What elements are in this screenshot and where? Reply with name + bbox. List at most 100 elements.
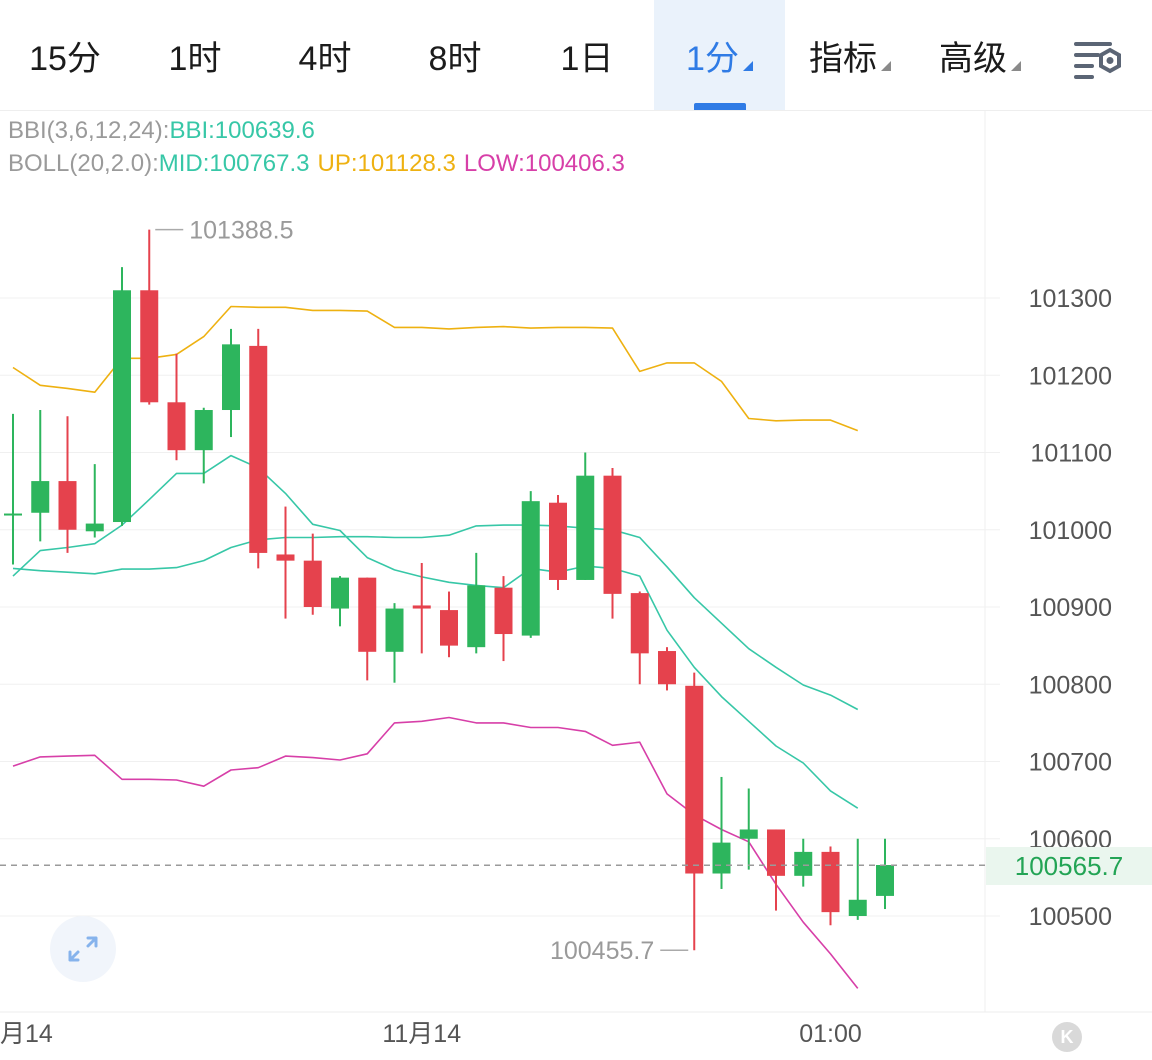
candle-body [303,560,322,607]
candle-down [821,846,840,926]
x-tick-label: 01:00 [799,1020,862,1048]
candle-body [658,651,676,685]
candle-down [494,576,513,662]
tab-advanced[interactable]: 高级 [915,0,1045,110]
expand-chart-button[interactable] [50,916,116,982]
tab-8h[interactable]: 8时 [390,0,520,110]
tab-label: 高级 [939,39,1007,78]
tab-1d[interactable]: 1日 [520,0,654,110]
candle-up [4,413,22,565]
series-line-up [12,305,859,432]
y-tick-label: 100800 [1029,671,1112,699]
tab-indicators[interactable]: 指标 [785,0,915,110]
candle-body [794,851,813,876]
candle-down [303,533,322,615]
candle-up [739,788,758,870]
candle-body [412,605,431,609]
tab-1h[interactable]: 1时 [130,0,260,110]
candle-down [358,577,377,681]
candle-body [331,577,349,609]
candle-body [113,290,131,523]
candle-body [194,410,213,451]
high-marker-label: 101388.5 [189,217,293,245]
y-tick-label: 101100 [1030,440,1112,468]
y-tick-label: 100700 [1029,749,1112,777]
candle-body [494,587,513,635]
candle-down [412,562,431,654]
candle-body [249,345,268,553]
low-marker-label: 100455.7 [550,937,654,965]
y-tick-label: 100900 [1029,594,1112,622]
tab-4h[interactable]: 4时 [260,0,390,110]
candle-body [222,344,240,411]
candle-down [249,328,268,569]
candle-down [276,506,295,619]
candle-body [58,481,77,530]
y-tick-label: 101000 [1029,517,1112,545]
bbi-value: BBI:100639.6 [169,117,315,144]
series-line-low [12,716,859,989]
y-tick-label: 100500 [1029,903,1112,931]
candle-body [876,865,894,896]
chart-settings-button[interactable] [1066,36,1126,86]
candle-up [576,452,595,580]
candle-up [113,267,131,526]
tab-label: 15分 [29,39,101,78]
candle-body [712,842,731,874]
y-tick-label: 101300 [1029,285,1112,313]
candle-body [85,523,104,532]
candle-up [222,328,240,438]
candle-body [385,608,404,652]
candle-up [848,838,867,920]
candle-body [603,475,622,594]
candle-body [521,501,540,636]
candle-up [794,838,813,887]
expand-arrows-icon [68,936,98,962]
boll-low-value: LOW:100406.3 [463,150,625,177]
candle-body [767,829,785,876]
tab-label: 8时 [428,39,482,78]
candle-up [85,464,104,538]
candle-up [521,491,540,638]
candle-up [31,410,50,542]
boll-mid-value: MID:100767.3 [158,150,310,177]
chart-settings-icon [1074,42,1121,79]
candle-body [4,513,22,516]
candle-up [876,838,894,910]
series-line-bbi [12,454,859,809]
tab-label: 4时 [298,39,352,78]
candle-body [358,577,377,652]
candle-body [549,502,567,580]
candle-up [467,552,486,654]
dropdown-caret-icon [881,61,891,71]
candle-down [603,467,622,619]
candle-body [739,829,758,839]
candle-body [167,402,186,451]
candle-body [140,290,159,403]
scroll-left-icon[interactable]: K [1052,1022,1082,1052]
x-tick-label: 月14 [0,1020,53,1048]
y-tick-label: 101200 [1029,362,1112,390]
candle-body [685,685,704,874]
candle-body [848,899,867,916]
bbi-legend: BBI(3,6,12,24):BBI:100639.6 [8,117,315,145]
candle-down [140,229,159,405]
bbi-params: BBI(3,6,12,24): [8,117,170,144]
candle-up [385,603,404,683]
series-line-mid [12,524,859,711]
tab-label: 1分 [686,39,739,78]
current-price-tag: 100565.7 [986,847,1152,885]
tab-15m[interactable]: 15分 [0,0,130,110]
toolbar-divider [0,110,1152,111]
candle-down [658,647,676,691]
candlestick-chart[interactable]: 101300 101200 101100 101000 100900 100800 1007… [0,110,1152,1060]
tab-1m[interactable]: 1分 [654,0,785,110]
dropdown-caret-icon [1011,61,1021,71]
candle-body [576,475,595,580]
candle-up [331,576,349,627]
candle-body [440,610,458,646]
candle-body [821,851,840,913]
tab-label: 指标 [809,39,877,78]
dropdown-caret-icon [742,61,753,71]
candle-down [685,672,704,951]
